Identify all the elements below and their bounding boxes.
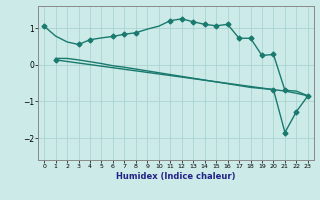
X-axis label: Humidex (Indice chaleur): Humidex (Indice chaleur) [116, 172, 236, 181]
